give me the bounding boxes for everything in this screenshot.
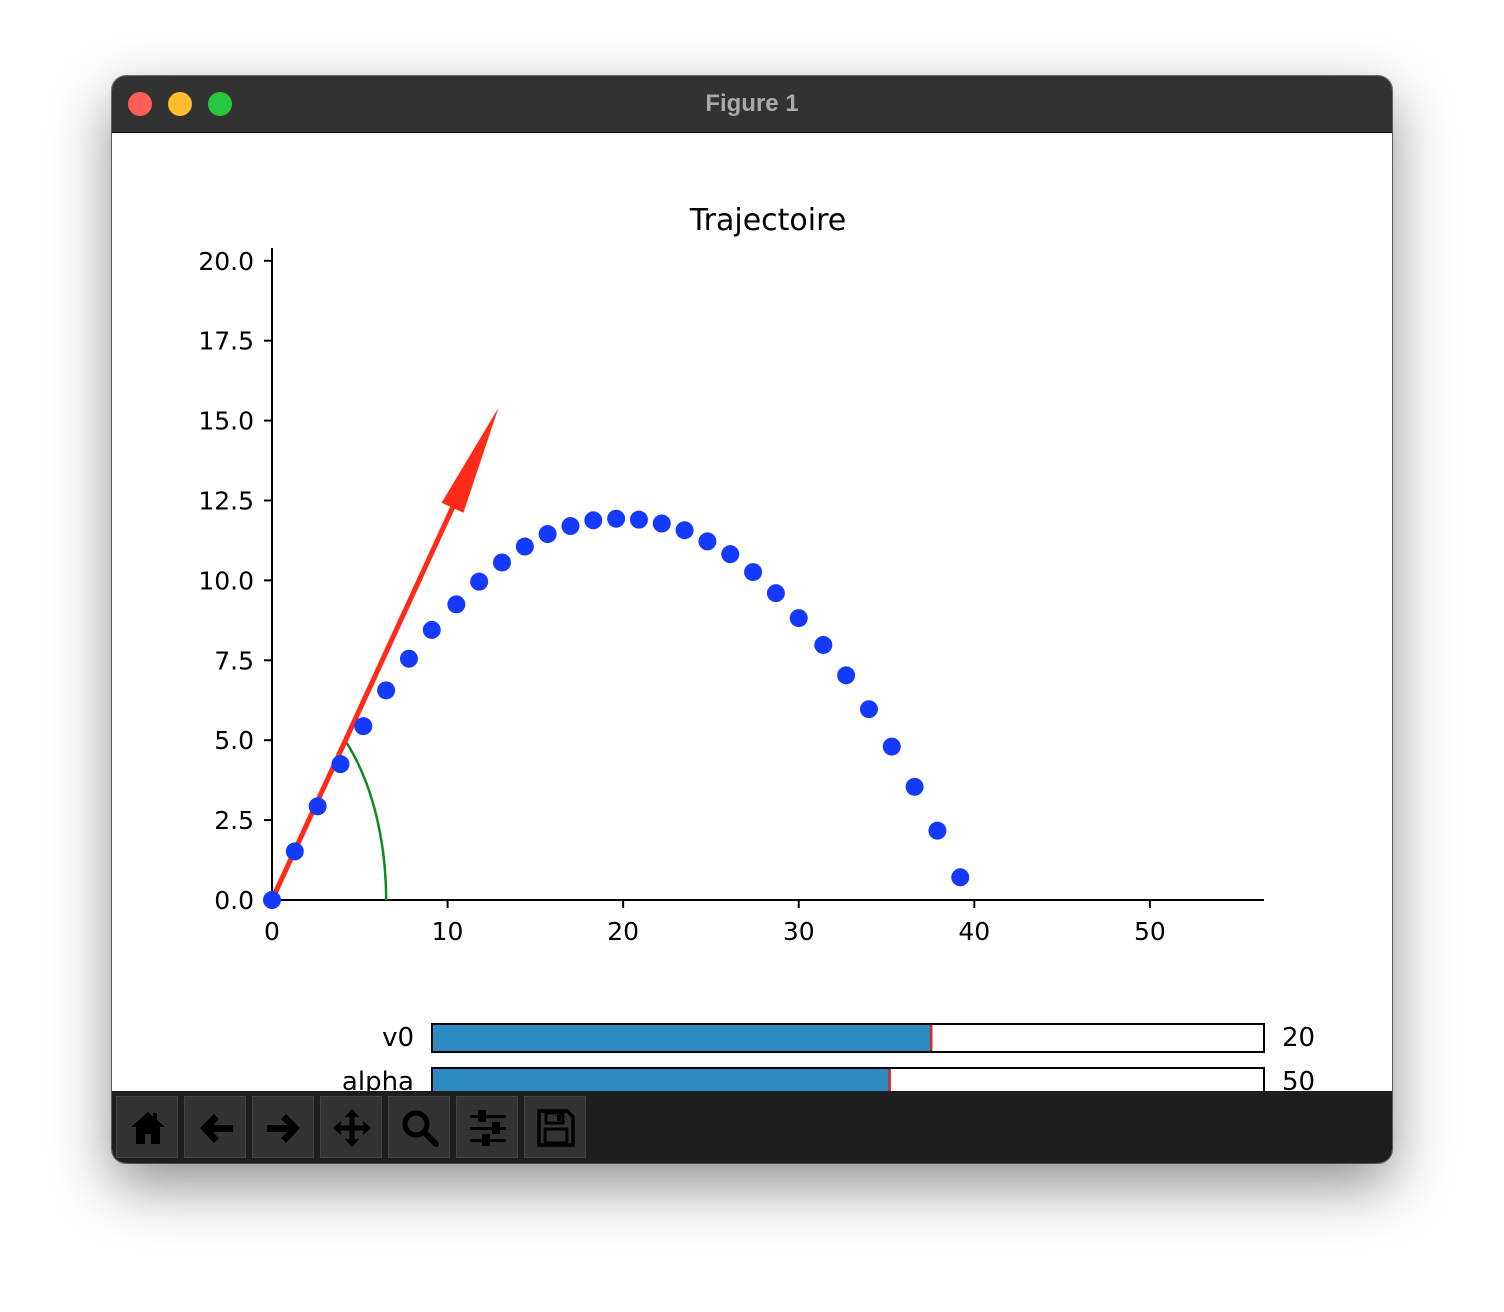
y-ticks: 0.0 2.5 5.0 7.5 10.0 12.5 15.0 17.5 20.0 bbox=[198, 247, 272, 915]
trajectory-point bbox=[859, 700, 878, 719]
angle-arc bbox=[344, 740, 388, 900]
slider-alpha-fill[interactable] bbox=[432, 1068, 890, 1096]
slider-v0-value: 20 bbox=[1282, 1023, 1315, 1053]
forward-arrow-icon bbox=[267, 1114, 300, 1143]
maximize-window-button[interactable] bbox=[208, 92, 232, 116]
slider-alpha-value: 50 bbox=[1282, 1067, 1315, 1091]
configure-subplots-icon bbox=[470, 1110, 506, 1146]
arrow-shape bbox=[269, 407, 499, 901]
y-tick-label: 0.0 bbox=[214, 886, 254, 915]
trajectory-point bbox=[928, 821, 947, 840]
trajectory-point bbox=[470, 572, 489, 591]
y-tick-label: 12.5 bbox=[198, 486, 254, 515]
minimize-window-button[interactable] bbox=[168, 92, 192, 116]
pan-button[interactable] bbox=[320, 1096, 382, 1158]
save-button[interactable] bbox=[524, 1096, 586, 1158]
x-tick-label: 40 bbox=[958, 917, 990, 946]
close-window-button[interactable] bbox=[128, 92, 152, 116]
y-tick-label: 10.0 bbox=[198, 566, 254, 595]
save-disk-icon bbox=[537, 1109, 575, 1147]
trajectory-point bbox=[814, 635, 833, 654]
slider-v0-label: v0 bbox=[382, 1023, 414, 1053]
trajectory-point bbox=[354, 717, 373, 736]
slider-v0-border bbox=[431, 1023, 1265, 1053]
trajectory-point bbox=[422, 620, 441, 639]
trajectory-point bbox=[744, 563, 763, 582]
trajectory-point bbox=[766, 584, 785, 603]
trajectory-point bbox=[447, 595, 466, 614]
y-tick-label: 17.5 bbox=[198, 327, 254, 356]
window-title: Figure 1 bbox=[705, 90, 799, 117]
trajectory-point bbox=[607, 509, 626, 528]
title-bar[interactable]: Figure 1 bbox=[112, 76, 1392, 133]
trajectory-point bbox=[652, 514, 671, 533]
figure-canvas[interactable]: Trajectoire 0.0 2.5 5.0 7.5 10.0 12.5 15.0 17.5… bbox=[112, 133, 1392, 1097]
trajectory-point bbox=[698, 532, 717, 551]
trajectory-point bbox=[789, 609, 808, 628]
plot-svg[interactable]: Trajectoire 0.0 2.5 5.0 7.5 10.0 12.5 15.0 17.5… bbox=[112, 133, 1392, 1097]
trajectory-point bbox=[377, 681, 396, 700]
y-tick-label: 20.0 bbox=[198, 247, 254, 276]
trajectory-point bbox=[263, 891, 281, 909]
trajectory-point bbox=[515, 537, 534, 556]
navigation-toolbar bbox=[112, 1091, 1392, 1163]
trajectory-point bbox=[951, 868, 970, 887]
trajectory-point bbox=[399, 649, 418, 668]
trajectory-point bbox=[905, 777, 924, 796]
back-button[interactable] bbox=[184, 1096, 246, 1158]
zoom-magnifier-icon bbox=[402, 1110, 439, 1147]
zoom-button[interactable] bbox=[388, 1096, 450, 1158]
y-tick-label: 5.0 bbox=[214, 726, 254, 755]
trajectory-point bbox=[837, 666, 856, 685]
x-tick-label: 50 bbox=[1134, 917, 1166, 946]
trajectory-point bbox=[721, 545, 740, 564]
configure-subplots-button[interactable] bbox=[456, 1096, 518, 1158]
back-arrow-icon bbox=[200, 1114, 233, 1143]
slider-alpha[interactable]: alpha 50 bbox=[342, 1067, 1315, 1097]
trajectory-points bbox=[263, 509, 970, 909]
x-tick-label: 30 bbox=[783, 917, 815, 946]
x-tick-label: 10 bbox=[432, 917, 464, 946]
x-tick-label: 0 bbox=[264, 917, 280, 946]
trajectory-point bbox=[584, 511, 603, 530]
trajectory-point bbox=[308, 797, 327, 816]
slider-v0[interactable]: v0 20 bbox=[382, 1023, 1315, 1053]
forward-button[interactable] bbox=[252, 1096, 314, 1158]
trajectory-point bbox=[561, 517, 580, 536]
trajectory-point bbox=[882, 737, 901, 756]
figure-window: Figure 1 Trajectoire 0.0 2.5 5.0 7.5 10.0 12.… bbox=[112, 76, 1392, 1163]
y-tick-label: 15.0 bbox=[198, 407, 254, 436]
y-tick-label: 2.5 bbox=[214, 806, 254, 835]
trajectory-point bbox=[675, 521, 694, 540]
trajectory-point bbox=[538, 525, 557, 544]
x-tick-label: 20 bbox=[607, 917, 639, 946]
slider-v0-fill[interactable] bbox=[432, 1024, 932, 1052]
home-icon bbox=[131, 1112, 165, 1144]
trajectory-point bbox=[493, 553, 512, 572]
velocity-arrow bbox=[269, 407, 499, 901]
home-button[interactable] bbox=[116, 1096, 178, 1158]
x-ticks: 0 10 20 30 40 50 bbox=[264, 900, 1166, 946]
trajectory-point bbox=[285, 842, 304, 861]
y-tick-label: 7.5 bbox=[214, 646, 254, 675]
trajectory-point bbox=[629, 510, 648, 529]
chart-title: Trajectoire bbox=[689, 203, 847, 238]
trajectory-point bbox=[331, 755, 350, 774]
slider-alpha-label: alpha bbox=[342, 1067, 414, 1091]
pan-move-icon bbox=[333, 1109, 371, 1147]
